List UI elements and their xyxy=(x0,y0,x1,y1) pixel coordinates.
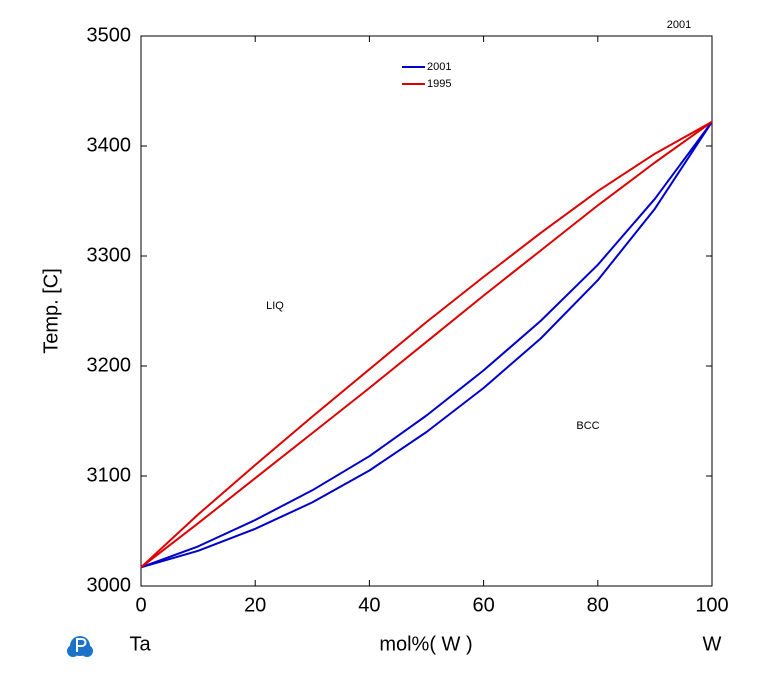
x-tick-label: 60 xyxy=(472,594,494,616)
right-element: W xyxy=(703,633,722,655)
annotation: LIQ xyxy=(266,300,284,312)
plot-frame xyxy=(140,35,713,587)
x-axis-label: mol%( W ) xyxy=(379,633,472,655)
data-line xyxy=(140,121,713,569)
y-tick-label: 3100 xyxy=(87,464,132,486)
data-line xyxy=(140,121,713,569)
y-tick-label: 3300 xyxy=(87,244,132,266)
x-tick-label: 40 xyxy=(358,594,380,616)
annotation: BCC xyxy=(576,420,599,432)
y-axis-label: Temp. [C] xyxy=(40,268,62,354)
logo xyxy=(67,636,93,657)
data-line xyxy=(140,120,713,569)
x-tick-label: 100 xyxy=(695,594,728,616)
x-tick-label: 80 xyxy=(587,594,609,616)
data-line xyxy=(140,120,713,569)
y-tick-label: 3000 xyxy=(87,574,132,596)
y-tick-label: 3400 xyxy=(87,134,132,156)
legend-label: 2001 xyxy=(427,61,451,73)
x-tick-label: 0 xyxy=(135,594,146,616)
x-tick-label: 20 xyxy=(244,594,266,616)
legend-label: 1995 xyxy=(427,78,451,90)
y-tick-label: 3200 xyxy=(87,354,132,376)
left-element: Ta xyxy=(129,633,151,655)
y-tick-label: 3500 xyxy=(87,24,132,46)
chart-title: 2001 xyxy=(667,19,691,31)
